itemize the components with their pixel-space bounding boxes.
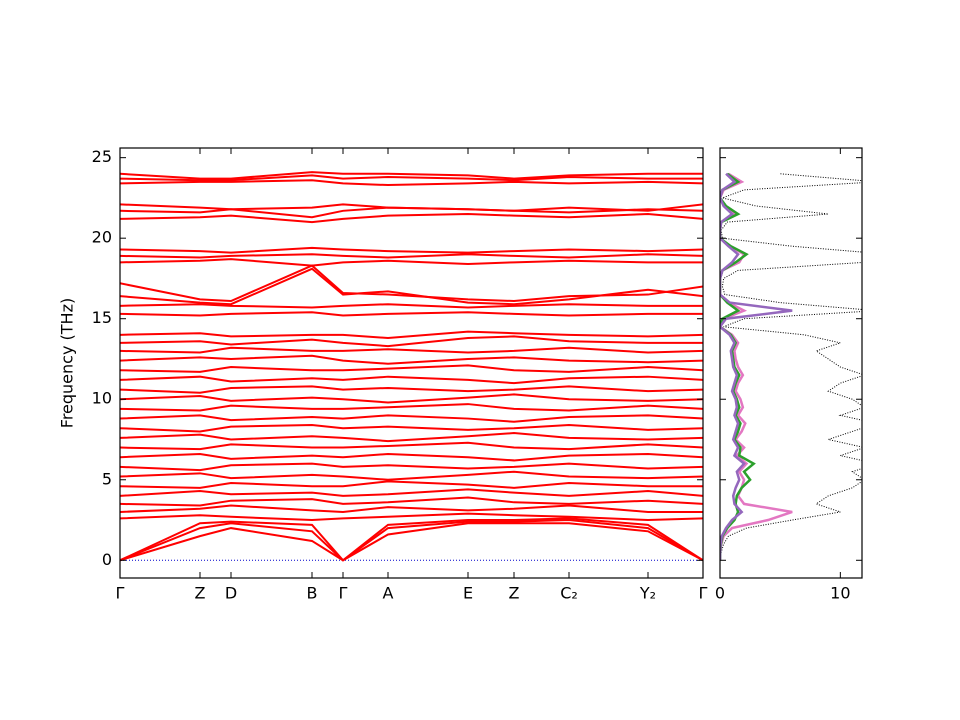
- x-tick-label: D: [225, 584, 237, 603]
- band: [120, 253, 703, 259]
- plot-frame: [119, 147, 704, 579]
- x-tick-label: 10: [830, 584, 850, 603]
- dos-line: [720, 173, 862, 561]
- y-tick-label: 10: [92, 389, 112, 408]
- dos-line: [720, 172, 793, 561]
- band: [120, 462, 703, 472]
- band: [120, 403, 703, 412]
- band: [120, 385, 703, 394]
- band: [120, 488, 703, 497]
- band: [120, 393, 703, 404]
- band: [120, 174, 703, 182]
- band: [120, 364, 703, 373]
- y-tick-label: 20: [92, 228, 112, 247]
- y-axis-label: Frequency (THz): [58, 298, 77, 428]
- x-tick-label: C₂: [560, 584, 578, 603]
- band: [120, 330, 703, 340]
- band: [120, 311, 703, 317]
- y-tick-label: 25: [92, 147, 112, 166]
- band: [120, 517, 703, 562]
- band: [120, 522, 703, 562]
- x-tick-label: Γ: [699, 584, 708, 603]
- plot-frame: [719, 147, 863, 579]
- x-tick-label: Y₂: [639, 584, 656, 603]
- x-tick-label: A: [383, 584, 394, 603]
- band: [120, 470, 703, 481]
- x-tick-label: 0: [715, 584, 725, 603]
- band: [120, 480, 703, 489]
- y-tick-label: 15: [92, 308, 112, 327]
- band: [120, 452, 703, 462]
- y-tick-label: 5: [102, 469, 112, 488]
- band: [120, 213, 703, 224]
- band: [120, 264, 703, 303]
- band: [120, 496, 703, 507]
- band: [120, 246, 703, 254]
- band: [120, 441, 703, 451]
- band: [120, 346, 703, 354]
- band: [120, 354, 703, 365]
- band: [120, 203, 703, 212]
- band: [120, 335, 703, 348]
- band: [120, 303, 703, 309]
- dos-line: [720, 172, 793, 561]
- x-tick-label: E: [463, 584, 473, 603]
- band: [120, 432, 703, 443]
- band: [120, 519, 703, 562]
- x-tick-label: Z: [509, 584, 520, 603]
- x-tick-label: Γ: [339, 584, 348, 603]
- band: [120, 258, 703, 267]
- band: [120, 171, 703, 180]
- band: [120, 424, 703, 433]
- band: [120, 375, 703, 385]
- band: [120, 179, 703, 187]
- x-tick-label: Z: [195, 584, 206, 603]
- y-tick-label: 0: [102, 550, 112, 569]
- band: [120, 504, 703, 513]
- band: [120, 414, 703, 423]
- band: [120, 512, 703, 522]
- x-tick-label: Γ: [116, 584, 125, 603]
- x-tick-label: B: [307, 584, 318, 603]
